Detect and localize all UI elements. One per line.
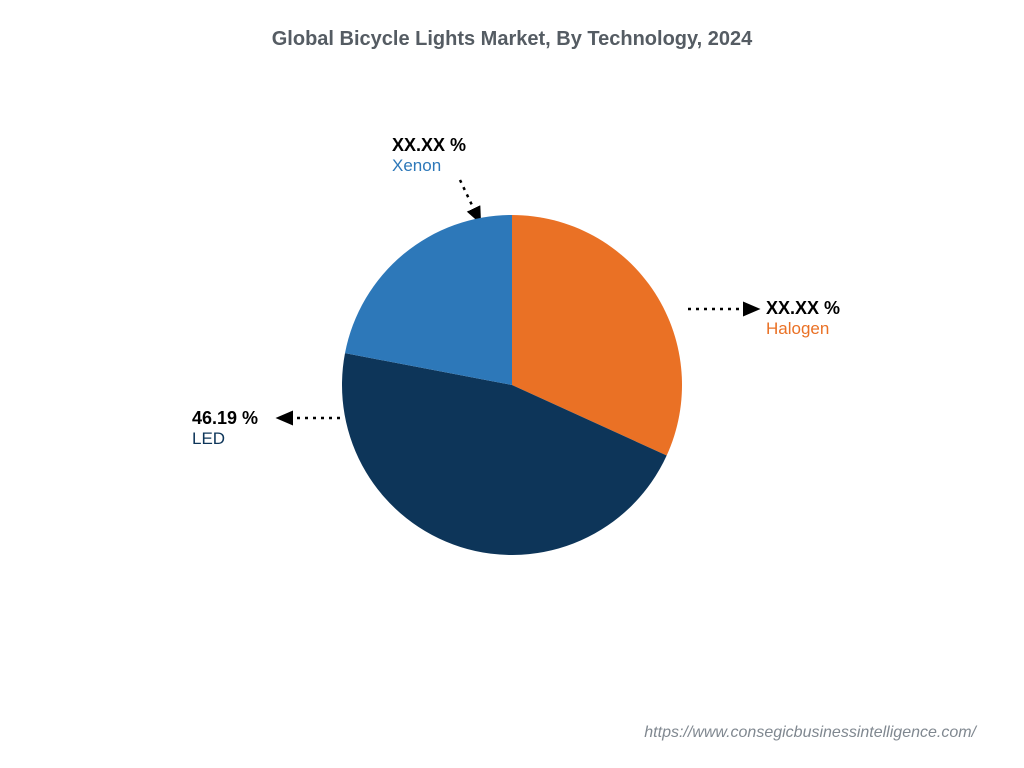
pie-chart	[342, 215, 682, 555]
annotation-halogen-label: Halogen	[766, 319, 840, 339]
annotation-led-value: 46.19 %	[192, 408, 258, 429]
chart-title: Global Bicycle Lights Market, By Technol…	[0, 28, 1024, 51]
annotation-xenon-label: Xenon	[392, 156, 466, 176]
annotation-halogen-value: XX.XX %	[766, 298, 840, 319]
annotation-led: 46.19 % LED	[192, 408, 258, 449]
annotation-xenon-value: XX.XX %	[392, 135, 466, 156]
annotation-halogen: XX.XX % Halogen	[766, 298, 840, 339]
annotation-xenon: XX.XX % Xenon	[392, 135, 466, 176]
annotation-led-label: LED	[192, 429, 258, 449]
footer-url: https://www.consegicbusinessintelligence…	[644, 724, 976, 742]
